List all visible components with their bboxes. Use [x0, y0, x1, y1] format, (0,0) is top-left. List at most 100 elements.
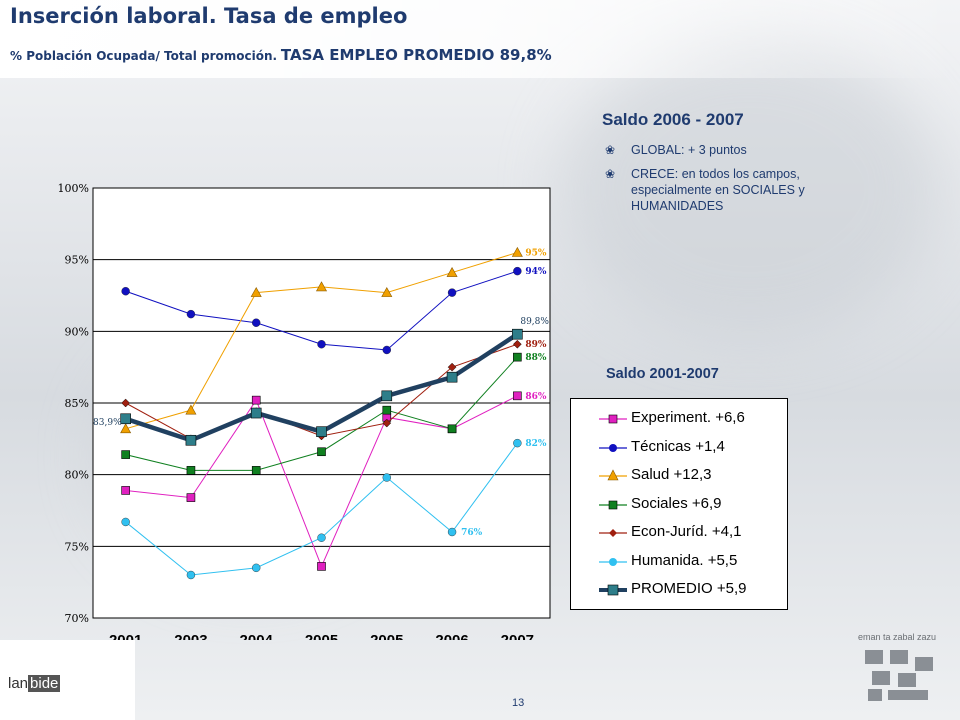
bullet-marker-icon: ❀	[605, 143, 616, 157]
footer-logo-area	[0, 640, 135, 720]
legend-label: Sociales +6,9	[631, 494, 722, 512]
y-tick-label: 85%	[65, 397, 89, 410]
data-label: 89,8%	[520, 317, 549, 327]
data-point-sociales	[447, 424, 457, 434]
legend-swatch	[599, 529, 627, 537]
legend-swatch	[599, 469, 627, 481]
data-point-promedio	[185, 434, 197, 446]
x-tick-label: 2007	[501, 632, 534, 640]
data-point-tecnicas	[447, 288, 457, 297]
data-point-sociales	[251, 466, 261, 475]
bullet-text: CRECE: en todos los campos, especialment…	[631, 167, 805, 213]
y-tick-label: 70%	[65, 612, 89, 625]
x-tick-label: 2006	[435, 632, 468, 640]
bullet-marker-icon: ❀	[605, 167, 616, 181]
x-tick-label: 2004	[240, 632, 274, 640]
data-point-salud	[446, 266, 458, 277]
university-emblem-icon	[865, 650, 933, 701]
y-tick-label: 95%	[65, 254, 89, 267]
data-label: 95%	[525, 249, 547, 259]
data-point-salud	[315, 281, 328, 292]
page-number: 13	[512, 697, 525, 709]
legend-label: Econ-Juríd. +4,1	[631, 523, 742, 540]
chart-legend: Experiment. +6,6 Técnicas +1,4 Salud +12…	[570, 398, 788, 610]
logo-part-a: lan	[8, 675, 29, 692]
data-point-humanida	[121, 517, 130, 527]
data-point-promedio	[120, 413, 131, 425]
data-point-promedio	[381, 390, 393, 402]
data-point-sociales	[186, 466, 196, 475]
data-point-salud	[120, 423, 132, 434]
logo-part-b: bide	[28, 675, 61, 692]
data-point-sociales	[121, 450, 130, 459]
data-point-promedio	[250, 407, 262, 419]
data-point-sociales	[513, 352, 522, 362]
legend-item-salud: Salud +12,3	[571, 462, 787, 491]
data-label: 83,9%	[93, 418, 122, 428]
legend-item-experiment: Experiment. +6,6	[571, 405, 787, 434]
data-point-tecnicas	[121, 286, 130, 296]
legend-label: Experiment. +6,6	[631, 409, 745, 426]
header-band	[0, 0, 960, 78]
legend-item-humanida: Humanida. +5,5	[571, 548, 787, 577]
y-tick-label: 80%	[65, 469, 89, 482]
data-label: 76%	[461, 528, 483, 538]
data-point-salud	[250, 287, 262, 297]
data-point-promedio	[446, 371, 458, 383]
subtitle-emphasis: TASA EMPLEO PROMEDIO 89,8%	[280, 46, 552, 64]
data-point-econ	[121, 398, 130, 408]
y-tick-label: 100%	[58, 182, 89, 195]
page-title: Inserción laboral. Tasa de empleo	[10, 4, 408, 28]
legend-label: PROMEDIO +5,9	[631, 580, 747, 597]
saldo-2001-2007-title: Saldo 2001-2007	[606, 366, 719, 382]
university-slogan: eman ta zabal zazu	[858, 632, 937, 642]
data-point-humanida	[447, 527, 457, 537]
data-point-econ	[513, 339, 522, 349]
data-point-experiment	[121, 486, 130, 495]
legend-swatch	[599, 443, 627, 452]
y-tick-label: 75%	[65, 540, 89, 553]
data-point-sociales	[317, 447, 326, 457]
subtitle-prefix: % Población Ocupada/ Total promoción.	[10, 49, 278, 63]
legend-swatch	[599, 584, 627, 596]
y-tick-label: 90%	[65, 325, 89, 338]
data-point-humanida	[382, 473, 391, 482]
bullet-text: GLOBAL: + 3 puntos	[631, 143, 747, 157]
data-point-humanida	[252, 563, 261, 573]
data-point-salud	[511, 246, 523, 257]
data-point-humanida	[317, 533, 326, 542]
data-point-sociales	[382, 405, 392, 415]
line-chart: 70% 75% 80% 85% 90% 95% 100% 2001 2003 2004 2005 20…	[40, 170, 570, 649]
page-subtitle: % Población Ocupada/ Total promoción. TA…	[10, 46, 552, 64]
legend-item-promedio: PROMEDIO +5,9	[571, 576, 787, 605]
data-point-econ	[382, 418, 392, 428]
saldo-2006-2007-title: Saldo 2006 - 2007	[602, 110, 744, 129]
data-point-tecnicas	[317, 340, 326, 349]
background-shade	[560, 40, 940, 340]
data-point-humanida	[513, 438, 522, 448]
legend-item-econ: Econ-Juríd. +4,1	[571, 519, 787, 548]
legend-item-sociales: Sociales +6,9	[571, 491, 787, 520]
x-tick-label: 2005	[370, 632, 403, 640]
chart-svg: 70% 75% 80% 85% 90% 95% 100% 2001 2003 2004 2005 20…	[58, 182, 551, 649]
bullet-crece: ❀ CRECE: en todos los campos, especialme…	[605, 166, 870, 214]
bullet-global: ❀ GLOBAL: + 3 puntos	[605, 142, 870, 158]
data-label: 89%	[525, 340, 547, 350]
data-point-salud	[185, 404, 197, 415]
legend-swatch	[599, 557, 627, 566]
saldo-bullets: ❀ GLOBAL: + 3 puntos ❀ CRECE: en todos l…	[605, 142, 870, 222]
data-point-econ	[447, 362, 457, 372]
data-point-tecnicas	[382, 345, 391, 355]
legend-label: Salud +12,3	[631, 466, 712, 483]
x-tick-label: 2005	[305, 632, 338, 640]
data-label: 82%	[525, 439, 547, 449]
data-point-promedio	[512, 328, 523, 340]
legend-label: Humanida. +5,5	[631, 551, 738, 569]
data-point-experiment	[317, 562, 326, 571]
legend-swatch	[599, 414, 627, 424]
data-label: 94%	[525, 267, 547, 277]
data-point-tecnicas	[513, 266, 522, 276]
data-point-experiment	[513, 391, 522, 401]
data-point-experiment	[251, 395, 261, 405]
legend-label: Técnicas +1,4	[631, 437, 725, 455]
